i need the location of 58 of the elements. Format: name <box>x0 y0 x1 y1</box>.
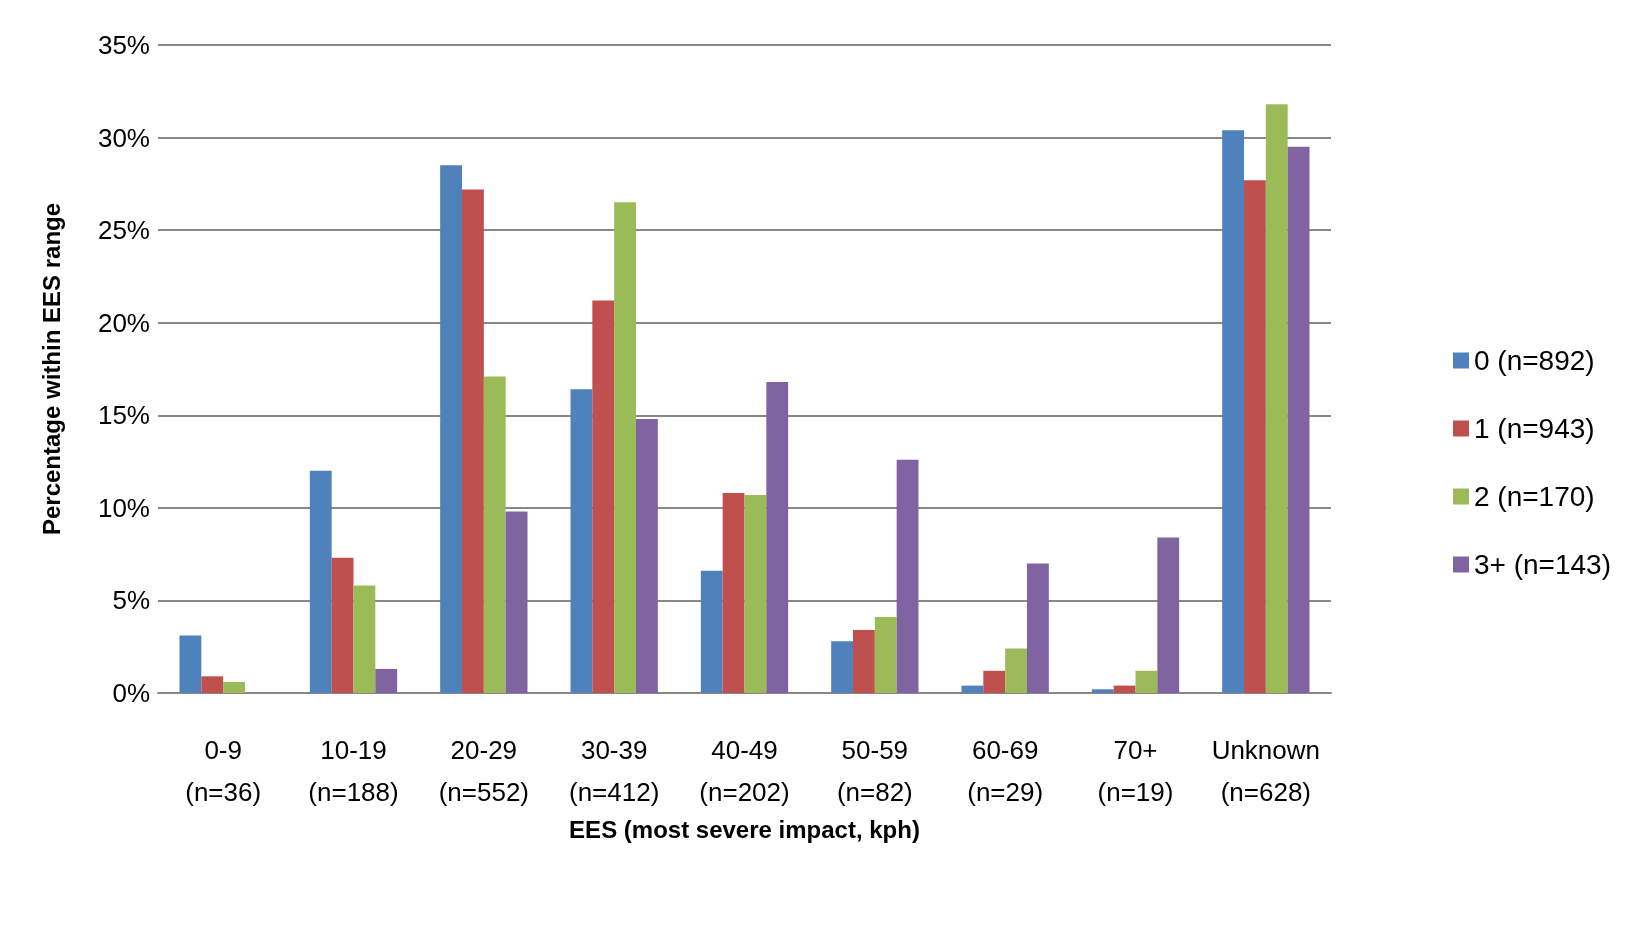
bar <box>462 189 484 693</box>
x-tick-label: 10-19 (n=188) <box>308 735 399 807</box>
y-tick-label: 35% <box>97 30 150 60</box>
bar <box>483 376 506 693</box>
bar <box>331 557 354 693</box>
x-tick-label: Unknown (n=628) <box>1211 735 1321 807</box>
bar <box>831 641 853 693</box>
bar <box>505 511 528 693</box>
bar <box>896 459 919 693</box>
bar <box>309 470 332 693</box>
x-tick-label: 20-29 (n=552) <box>438 735 530 807</box>
bar <box>766 381 789 693</box>
legend-label: 3+ (n=143) <box>1474 549 1612 580</box>
y-tick-label: 10% <box>97 492 150 523</box>
y-tick-label: 30% <box>97 122 150 153</box>
bar <box>1157 537 1180 693</box>
x-tick-label: 40-49 (n=202) <box>699 735 790 807</box>
bar <box>1113 685 1136 693</box>
bar <box>375 668 398 693</box>
bar <box>223 681 245 693</box>
y-tick-label: 5% <box>112 585 150 616</box>
bar <box>700 570 723 693</box>
bar <box>614 202 636 693</box>
x-tick-label: 70+ (n=19) <box>1097 735 1174 807</box>
x-tick-label: 50-59 (n=82) <box>836 735 913 807</box>
y-tick-label: 0% <box>112 678 150 708</box>
bar <box>1005 648 1027 693</box>
y-tick-label: 20% <box>97 307 150 338</box>
y-tick-label: 25% <box>97 215 150 246</box>
bar <box>1027 563 1049 693</box>
bar <box>179 635 202 693</box>
x-tick-label: 30-39 (n=412) <box>568 735 660 807</box>
legend-label: 0 (n=892) <box>1474 345 1595 376</box>
bar <box>983 670 1006 693</box>
y-tick-label: 15% <box>97 400 150 431</box>
bar <box>961 685 984 693</box>
y-axis-title: Percentage within EES range <box>37 202 65 536</box>
x-tick-label: 60-69 (n=29) <box>967 735 1044 807</box>
x-axis-title: EES (most severe impact, kph) <box>569 816 920 844</box>
bar <box>570 389 593 693</box>
bar <box>1244 180 1266 693</box>
bar <box>201 676 224 693</box>
bar <box>1265 104 1288 693</box>
bar <box>853 630 875 693</box>
bar <box>440 165 462 693</box>
bar <box>722 493 745 693</box>
bar <box>1222 130 1244 693</box>
bar <box>744 494 767 693</box>
bar <box>353 585 376 693</box>
legend-label: 1 (n=943) <box>1474 413 1595 444</box>
bar <box>592 300 615 693</box>
bar <box>1091 689 1114 693</box>
bar <box>1287 146 1310 693</box>
bar <box>874 617 897 693</box>
legend-label: 2 (n=170) <box>1474 481 1595 512</box>
x-tick-label: 0-9 (n=36) <box>185 735 262 807</box>
bar <box>636 418 658 693</box>
bar <box>1135 670 1158 693</box>
